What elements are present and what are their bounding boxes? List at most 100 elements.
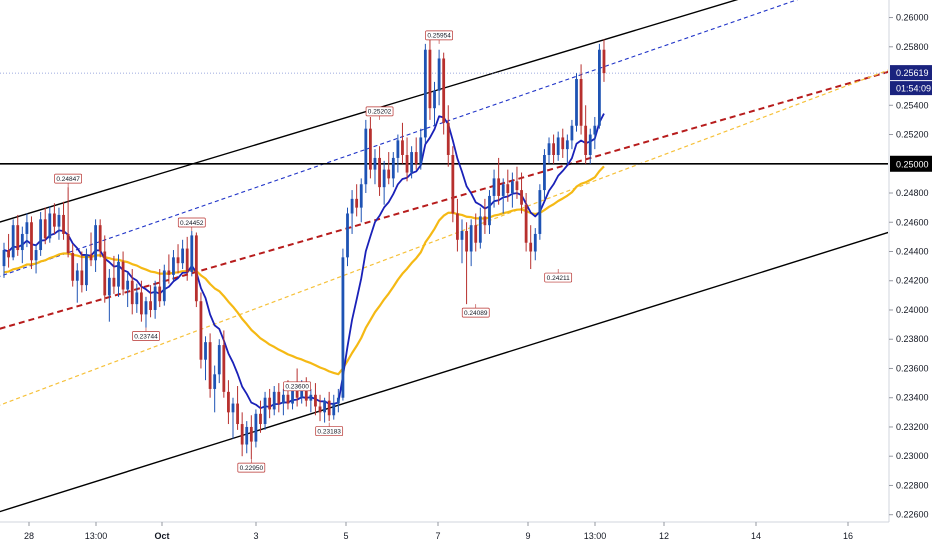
annotation-label: 0.24847 — [56, 176, 80, 183]
current-price-badge — [890, 65, 932, 81]
annotation-box — [365, 106, 394, 117]
candle-body — [552, 143, 555, 155]
candle-body — [240, 424, 244, 445]
level-price-label: 0.25000 — [896, 159, 929, 169]
candles-group — [2, 38, 606, 460]
price-axis-label: 0.23600 — [896, 363, 929, 373]
candle-body — [89, 254, 93, 261]
candle-body — [39, 219, 43, 251]
channel-mid-yellow-dashed — [0, 69, 888, 406]
candle-body — [556, 137, 560, 155]
candle-body — [213, 374, 217, 389]
candle-body — [488, 195, 491, 226]
time-axis-label: 13:00 — [85, 531, 108, 541]
candle-body — [460, 231, 464, 240]
annotation-label: 0.25954 — [427, 33, 451, 40]
candle-body — [588, 134, 592, 155]
candle-body — [442, 58, 446, 123]
candle-body — [7, 250, 10, 258]
candle-body — [565, 140, 569, 150]
candle-body — [341, 257, 345, 398]
candle-body — [48, 213, 52, 239]
candle-body — [249, 426, 253, 442]
time-axis-label: 12 — [659, 531, 669, 541]
candle-body — [304, 386, 308, 401]
time-axis-label: 14 — [751, 531, 761, 541]
candle-body — [456, 213, 459, 240]
candle-body — [323, 400, 326, 413]
candle-body — [497, 178, 501, 196]
candle-body — [231, 403, 235, 413]
candle-body — [52, 213, 56, 227]
candle-body — [332, 403, 336, 416]
candle-body — [533, 233, 537, 252]
time-axis-label: 3 — [253, 531, 258, 541]
candle-body — [451, 154, 455, 214]
candle-body — [30, 222, 33, 261]
candle-body — [593, 125, 597, 135]
price-axis-label: 0.24800 — [896, 188, 929, 198]
candle-body — [350, 198, 354, 214]
candle-body — [254, 413, 258, 442]
candle-body — [162, 270, 166, 302]
price-annotation: 0.25954 — [425, 30, 453, 44]
annotation-label: 0.23183 — [317, 428, 341, 435]
candle-body — [401, 140, 404, 155]
candle-body — [259, 413, 262, 425]
candle-body — [405, 154, 409, 173]
price-annotation: 0.23600 — [283, 381, 311, 395]
candle-body — [575, 78, 578, 126]
candle-body — [272, 391, 276, 410]
candle-body — [382, 169, 386, 188]
candle-body — [217, 345, 221, 375]
candle-body — [492, 178, 496, 196]
candle-body — [263, 397, 267, 425]
price-axis-label: 0.25800 — [896, 42, 929, 52]
candle-body — [268, 397, 272, 410]
candle-body — [515, 181, 519, 191]
plot-area: 0.24847 0.24452 0.23744 0.22950 0.23600 0.231… — [0, 0, 888, 513]
candle-body — [43, 219, 47, 239]
candle-body — [598, 49, 601, 126]
price-annotation: 0.24847 — [54, 173, 82, 188]
candle-body — [483, 216, 487, 226]
time-axis: 28 13:00 Oct 3 5 7 9 13:00 12 14 16 — [0, 521, 932, 550]
price-axis-label: 0.23000 — [896, 451, 929, 461]
candle-body — [437, 58, 441, 91]
candle-body — [71, 252, 75, 281]
price-axis-label: 0.25200 — [896, 130, 929, 140]
candle-body — [153, 286, 157, 310]
candle-body — [538, 190, 542, 234]
candle-body — [478, 216, 482, 243]
candle-body — [66, 233, 70, 253]
candle-body — [543, 154, 546, 191]
candle-body — [474, 225, 478, 243]
candle-body — [199, 301, 203, 360]
candle-body — [236, 403, 239, 425]
time-axis-label: 13:00 — [584, 531, 607, 541]
time-axis-label: Oct — [154, 531, 169, 541]
candle-body — [85, 254, 88, 286]
candle-body — [570, 125, 574, 141]
candle-body — [346, 213, 349, 258]
candle-body — [98, 225, 102, 252]
current-price-label: 0.25619 — [896, 68, 929, 78]
annotation-label: 0.23600 — [285, 384, 309, 391]
candle-body — [391, 157, 395, 179]
annotation-box — [177, 217, 206, 228]
channel-upper-line — [0, 0, 739, 223]
candle-body — [355, 198, 359, 208]
annotation-label: 0.24452 — [180, 220, 204, 227]
annotation-box — [461, 307, 490, 318]
time-axis-label: 5 — [343, 531, 348, 541]
price-annotation: 0.24211 — [544, 269, 573, 283]
price-annotation: 0.23744 — [132, 327, 160, 341]
candle-body — [281, 394, 285, 404]
candle-body — [291, 388, 294, 404]
annotation-label: 0.24089 — [464, 310, 488, 317]
price-axis-label: 0.23200 — [896, 422, 929, 432]
candle-body — [378, 157, 381, 188]
